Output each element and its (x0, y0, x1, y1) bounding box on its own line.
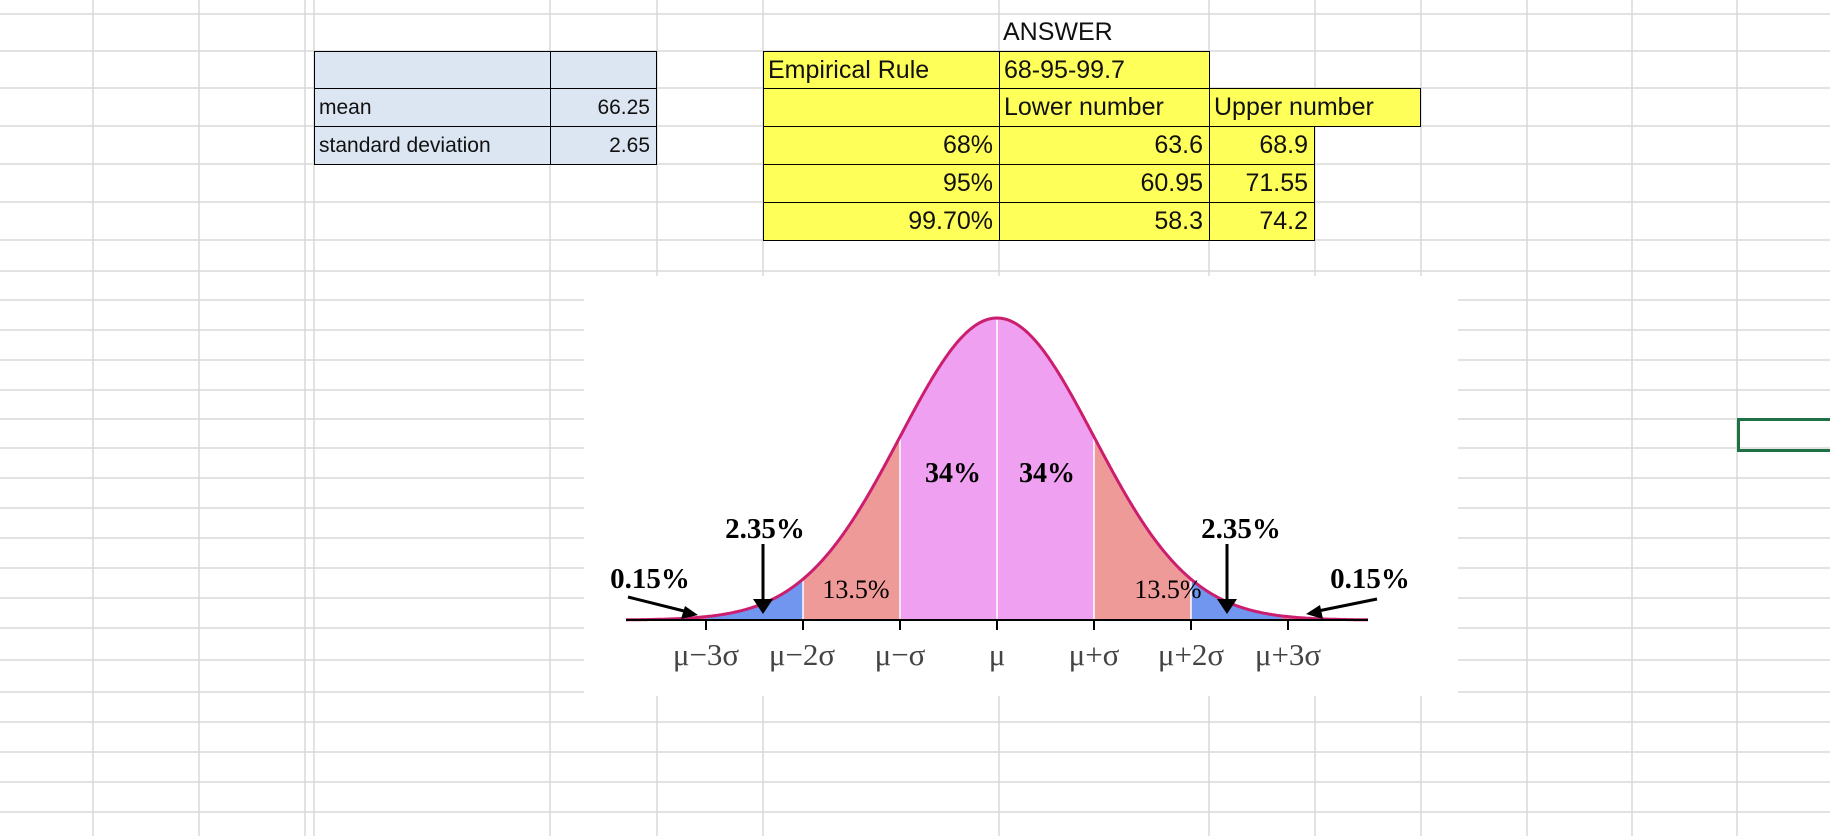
pct-label-edge-right: 0.15% (1330, 563, 1410, 595)
sd-value-cell[interactable]: 2.65 (550, 126, 657, 165)
tick-label-mu: μ (989, 637, 1006, 672)
arrowhead-tail-right (1217, 599, 1237, 614)
stats-header-cell-a[interactable] (314, 51, 551, 89)
lower-68-cell[interactable]: 63.6 (999, 126, 1210, 165)
upper-95-cell[interactable]: 71.55 (1209, 164, 1315, 203)
answer-blank-cell[interactable] (763, 88, 1000, 127)
empirical-rule-value-cell[interactable]: 68-95-99.7 (999, 51, 1210, 89)
tick-label-mu-plus-3sigma: μ+3σ (1255, 637, 1322, 672)
tail-region-left (706, 579, 803, 620)
mean-label-cell[interactable]: mean (314, 88, 551, 127)
upper-68-cell[interactable]: 68.9 (1209, 126, 1315, 165)
tick-label-mu-minus-sigma: μ−σ (875, 637, 926, 672)
pct-68-cell[interactable]: 68% (763, 126, 1000, 165)
arrowhead-tail-left (753, 599, 773, 614)
active-cell-selection[interactable] (1737, 418, 1830, 452)
pct-label-tail-left: 2.35% (725, 513, 805, 545)
pct-label-center-right: 34% (1019, 458, 1075, 489)
arrowhead-edge-right (1306, 605, 1323, 619)
pct-label-tail-right: 2.35% (1201, 513, 1281, 545)
upper-number-header-cell[interactable]: Upper number (1209, 88, 1421, 127)
arrow-edge-right (1312, 597, 1378, 614)
tail-region-right (1191, 579, 1288, 620)
pct-label-mid-left: 13.5% (822, 575, 889, 604)
pct-label-mid-right: 13.5% (1134, 575, 1201, 604)
sd-label-cell[interactable]: standard deviation (314, 126, 551, 165)
upper-997-cell[interactable]: 74.2 (1209, 202, 1315, 241)
tick-label-mu-minus-3sigma: μ−3σ (673, 637, 740, 672)
arrowhead-edge-left (681, 606, 698, 619)
sigma-divider-lines (802, 320, 1192, 620)
pct-label-center-left: 34% (925, 458, 981, 489)
pct-label-edge-left: 0.15% (610, 563, 690, 595)
normal-distribution-image[interactable]: 34% 34% 13.5% 13.5% 2.35% 2.35% 0.15% 0.… (584, 276, 1458, 696)
pct-997-cell[interactable]: 99.70% (763, 202, 1000, 241)
tick-label-mu-plus-2sigma: μ+2σ (1158, 637, 1225, 672)
answer-heading-cell[interactable]: ANSWER (1003, 17, 1113, 46)
lower-95-cell[interactable]: 60.95 (999, 164, 1210, 203)
empirical-rule-label-cell[interactable]: Empirical Rule (763, 51, 1000, 89)
mean-value-cell[interactable]: 66.25 (550, 88, 657, 127)
bell-curve-outline (626, 316, 1368, 622)
lower-997-cell[interactable]: 58.3 (999, 202, 1210, 241)
pct-95-cell[interactable]: 95% (763, 164, 1000, 203)
tick-label-mu-minus-2sigma: μ−2σ (769, 637, 836, 672)
stats-header-cell-b[interactable] (550, 51, 657, 89)
tick-label-mu-plus-sigma: μ+σ (1069, 637, 1120, 672)
axis-tick-marks (705, 620, 1289, 630)
lower-number-header-cell[interactable]: Lower number (999, 88, 1210, 127)
arrow-edge-left (627, 595, 693, 615)
